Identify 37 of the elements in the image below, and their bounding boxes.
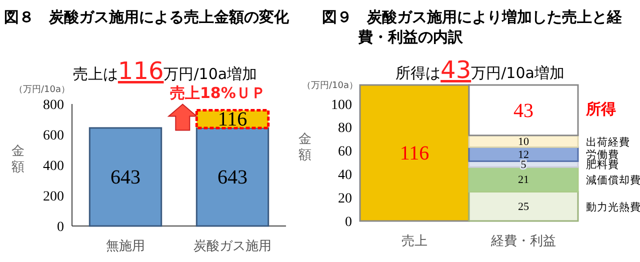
data-label: 10 xyxy=(518,136,530,148)
series-label: 肥料費 xyxy=(586,158,619,172)
data-label: 643 xyxy=(110,166,140,189)
data-label: 12 xyxy=(518,148,529,161)
y-axis-title: 金額 xyxy=(12,144,24,175)
data-label: 21 xyxy=(518,174,529,186)
series-label: 出荷経費 xyxy=(586,135,630,148)
data-label: 5 xyxy=(520,158,527,171)
text: （万円/10a） xyxy=(14,85,70,95)
y-tick-label: 100 xyxy=(331,98,352,113)
x-tick-label: 無施用 xyxy=(106,239,145,254)
series-label: 所得 xyxy=(585,100,616,118)
y-tick-label: 800 xyxy=(43,98,64,113)
y-tick-label: 20 xyxy=(338,192,352,207)
data-label: 43 xyxy=(514,100,534,122)
chart-subtitle: 所得は43万円/10a増加 xyxy=(396,56,564,84)
y-axis-title: 金額 xyxy=(298,132,312,163)
y-tick-label: 60 xyxy=(338,144,352,160)
data-label: 116 xyxy=(400,142,430,165)
text: （万円/10a） xyxy=(302,81,358,91)
y-tick-label: 80 xyxy=(338,121,352,136)
x-tick-label: 売上 xyxy=(402,234,428,249)
text: 売上18%ＵＰ xyxy=(170,84,266,102)
y-tick-label: 0 xyxy=(345,215,352,230)
chart-subtitle: 売上は116万円/10a増加 xyxy=(72,57,258,85)
y-tick-label: 0 xyxy=(57,220,64,235)
data-label: 25 xyxy=(518,200,530,213)
data-label: 116 xyxy=(218,108,248,131)
data-label: 643 xyxy=(218,166,248,189)
x-tick-label: 経費・利益 xyxy=(490,234,556,249)
chart-title: 図９ 炭酸ガス施用により増加した売上と経費・利益の内訳 xyxy=(322,8,623,46)
x-tick-label: 炭酸ガス施用 xyxy=(194,239,272,254)
y-tick-label: 200 xyxy=(43,190,64,204)
y-tick-label: 400 xyxy=(43,159,64,174)
y-tick-label: 600 xyxy=(43,128,64,144)
chart-title: 図８ 炭酸ガス施用による売上金額の変化 xyxy=(4,8,290,26)
y-tick-label: 40 xyxy=(338,168,352,184)
